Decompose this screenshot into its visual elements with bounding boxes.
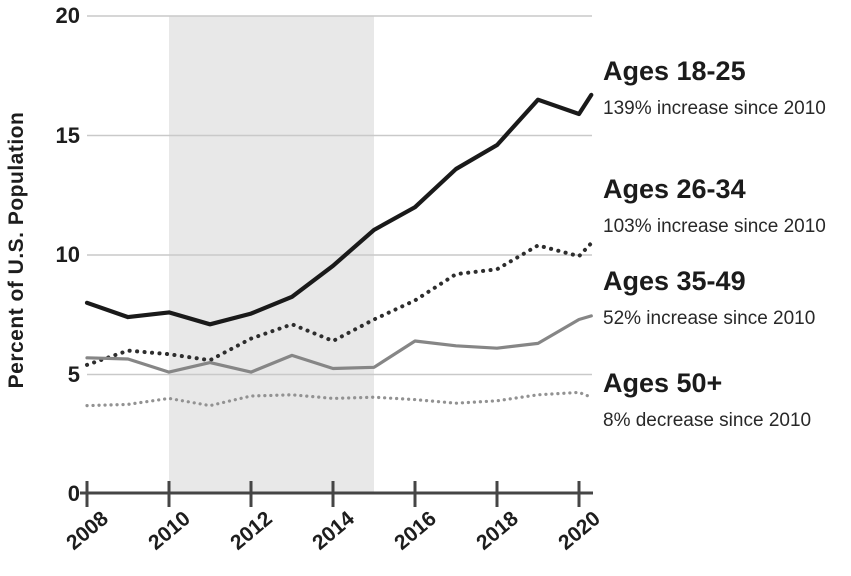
legend-title-ages-35-49: Ages 35-49 (603, 266, 746, 296)
legend-entry-ages-35-49: Ages 35-49 52% increase since 2010 (603, 266, 815, 331)
y-tick-label-20: 20 (55, 3, 80, 28)
y-tick-label-15: 15 (55, 123, 80, 148)
legend-title-ages-18-25: Ages 18-25 (603, 56, 746, 86)
legend-annotation-ages-35-49: 52% increase since 2010 (603, 308, 816, 329)
legend-annotation-ages-26-34: 103% increase since 2010 (603, 216, 826, 237)
y-tick-label-10: 10 (55, 242, 80, 267)
series-line-ages-26-34 (85, 241, 594, 367)
legend-annotation-ages-18-25: 139% increase since 2010 (603, 98, 826, 119)
y-tick-label-5: 5 (67, 362, 80, 387)
legend-title-ages-26-34: Ages 26-34 (603, 174, 746, 204)
legend-annotation-ages-50-plus: 8% decrease since 2010 (603, 410, 812, 431)
y-tick-label-0: 0 (67, 481, 80, 506)
series-line-ages-35-49 (85, 314, 593, 374)
series-line-ages-18-25 (84, 92, 594, 327)
legend-entry-ages-18-25: Ages 18-25 139% increase since 2010 (603, 56, 826, 121)
series-line-ages-50-plus (85, 390, 593, 408)
legend: Ages 18-25 139% increase since 2010 Ages… (603, 0, 851, 576)
legend-title-ages-50-plus: Ages 50+ (603, 368, 723, 398)
legend-entry-ages-50-plus: Ages 50+ 8% decrease since 2010 (603, 368, 811, 433)
legend-entry-ages-26-34: Ages 26-34 103% increase since 2010 (603, 174, 826, 239)
